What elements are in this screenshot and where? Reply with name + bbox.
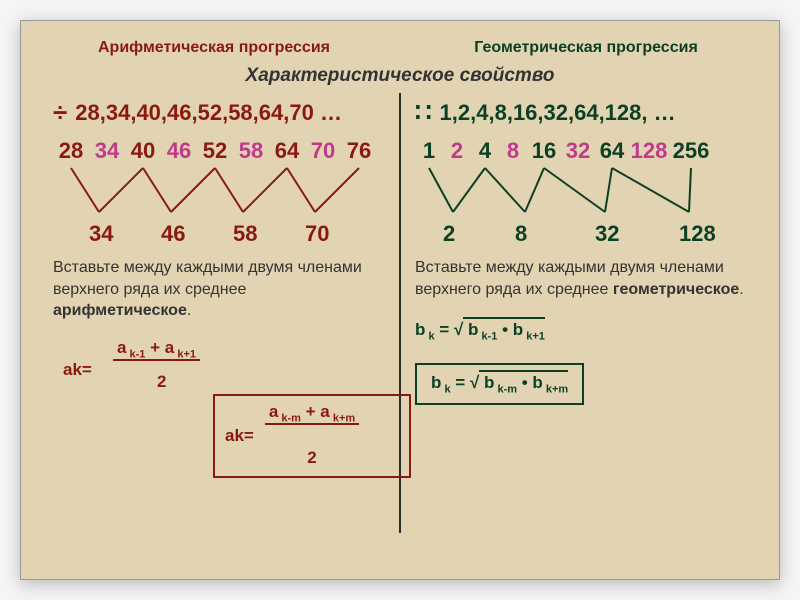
num-cell: 32 [595,221,619,247]
slide-card: Арифметическая прогрессия Геометрическая… [20,20,780,580]
num-cell: 128 [679,221,716,247]
arith-f2-numerator: a k-m + a k+m [265,402,359,425]
num-cell: 8 [515,221,527,247]
geom-f2-prefix: b k = √ [431,373,479,392]
arith-zigzag [53,166,385,221]
arith-f1-ak: ak= [63,360,92,380]
num-cell: 70 [305,138,341,164]
num-cell: 34 [89,138,125,164]
arith-formula-2-boxed: a k-m + a k+m ak= 2 [213,394,411,478]
arith-formula-zone: a k-1 + a k+1 ak= 2 a k-m + a k+m ak= 2 [53,338,385,398]
num-cell: 46 [161,138,197,164]
num-cell: 52 [197,138,233,164]
geom-formula-1: b k = √ b k-1 • b k+1 [415,320,747,342]
num-cell: 34 [89,221,113,247]
geom-sequence: ∷ 1,2,4,8,16,32,64,128, … [415,97,747,128]
geom-formula-2-boxed: b k = √ b k-m • b k+m [415,363,584,405]
num-cell: 58 [233,138,269,164]
arith-sequence: ÷ 28,34,40,46,52,58,64,70 … [53,97,385,128]
num-cell: 1 [415,138,443,164]
subtitle: Характеристическое свойство [43,65,757,87]
content-columns: ÷ 28,34,40,46,52,58,64,70 … 283440465258… [43,93,757,533]
num-cell: 58 [233,221,257,247]
arith-f2-ak: ak= [225,426,399,446]
num-cell: 256 [669,138,713,164]
geometric-column: ∷ 1,2,4,8,16,32,64,128, … 12481632641282… [405,93,757,533]
arith-f2-denominator: 2 [225,448,399,468]
num-cell: 16 [527,138,561,164]
arith-top-row: 283440465258647076 [53,138,385,164]
column-headers: Арифметическая прогрессия Геометрическая… [43,39,757,57]
geom-top-row: 1248163264128256 [415,138,747,164]
geom-f1-prefix: b k = √ [415,320,463,339]
num-cell: 128 [629,138,669,164]
geom-symbol-icon: ∷ [415,97,432,128]
geom-seq-text: 1,2,4,8,16,32,64,128, … [440,100,676,126]
num-cell: 64 [595,138,629,164]
geom-description: Вставьте между каждыми двумя членами вер… [415,257,747,300]
arith-bottom-row: 34 46 58 70 [53,221,385,247]
num-cell: 8 [499,138,527,164]
arith-symbol-icon: ÷ [53,97,67,128]
num-cell: 64 [269,138,305,164]
arith-formula-1: a k-1 + a k+1 ak= 2 [53,338,385,398]
header-geometric: Геометрическая прогрессия [415,39,757,57]
num-cell: 2 [443,221,455,247]
num-cell: 32 [561,138,595,164]
geom-f2-root: b k-m • b k+m [479,370,568,392]
num-cell: 46 [161,221,185,247]
arith-seq-text: 28,34,40,46,52,58,64,70 … [75,100,342,126]
arith-f1-numerator: a k-1 + a k+1 [113,338,200,361]
num-cell: 2 [443,138,471,164]
num-cell: 76 [341,138,377,164]
arith-description: Вставьте между каждыми двумя членами вер… [53,257,385,322]
geom-bottom-row: 2 8 32 128 [415,221,747,247]
geom-f1-root: b k-1 • b k+1 [463,317,545,339]
num-cell: 28 [53,138,89,164]
arith-f1-denominator: 2 [157,372,166,392]
arithmetic-column: ÷ 28,34,40,46,52,58,64,70 … 283440465258… [43,93,395,533]
geom-zigzag [415,166,747,221]
num-cell: 40 [125,138,161,164]
geom-formula-zone: b k = √ b k-1 • b k+1 b k = √ b k-m • b … [415,320,747,405]
num-cell: 70 [305,221,329,247]
header-arithmetic: Арифметическая прогрессия [43,39,385,57]
num-cell: 4 [471,138,499,164]
